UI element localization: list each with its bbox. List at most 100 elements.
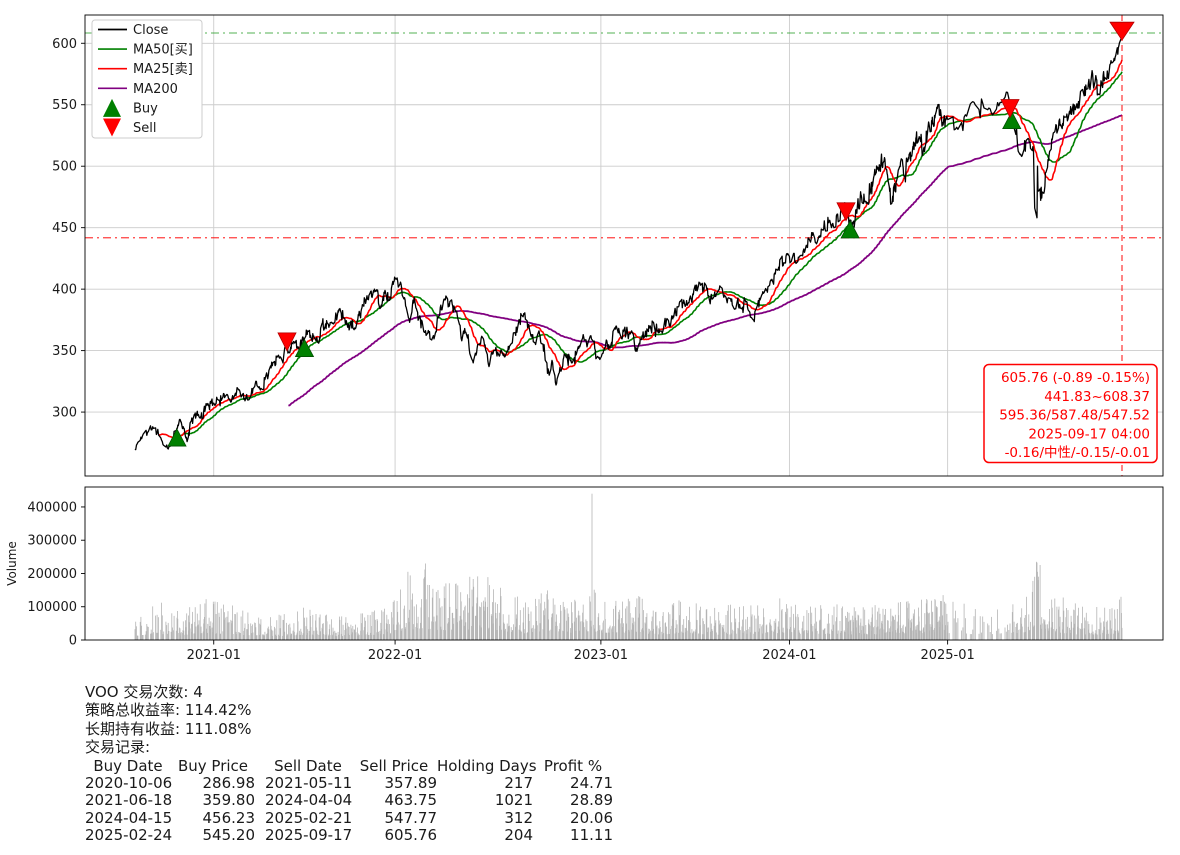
- buy-marker: [1002, 110, 1022, 130]
- price-tick-label: 300: [52, 406, 77, 421]
- trade-col-header: Sell Price: [359, 756, 429, 775]
- trade-cell: 1021: [494, 791, 533, 810]
- price-volume-chart: 300 350 400 450 500 550 600 0 100000 200000 300000…: [5, 14, 1164, 663]
- trade-cell: 359.80: [202, 791, 256, 810]
- date-tick-label: 2022-01: [368, 648, 422, 663]
- strategy-return-line: 策略总收益率: 114.42%: [85, 701, 252, 720]
- volume-tick-label: 200000: [27, 567, 77, 582]
- trade-col-header: Sell Date: [274, 756, 342, 775]
- buy-marker: [167, 428, 187, 447]
- hold-return-line: 长期持有收益: 111.08%: [85, 719, 252, 738]
- close-line: [134, 35, 1123, 451]
- price-tick-label: 500: [52, 160, 77, 175]
- trade-col-header: Buy Price: [177, 756, 249, 775]
- volume-tick-label: 0: [69, 634, 77, 649]
- trade-cell: 2021-05-11: [265, 774, 353, 793]
- price-tick-label: 400: [52, 283, 77, 298]
- trade-row: 2024-04-15 456.23 2025-02-21 547.77 312 20.06: [85, 808, 613, 827]
- trade-table-header: Buy Date Buy Price Sell Date Sell Price Hold…: [85, 756, 613, 775]
- quote-annotation: 605.76 (-0.89 -0.15%) 441.83~608.37 595.36…: [983, 363, 1158, 464]
- legend-buy-triangle-icon: [103, 98, 121, 117]
- legend: Close MA50[买] MA25[卖] MA200 Buy Sell: [91, 19, 203, 139]
- annotation-line: 2025-09-17 04:00: [1028, 426, 1150, 442]
- legend-item-label: Buy: [133, 101, 158, 116]
- chart-svg: 300 350 400 450 500 550 600 0 100000 200000 300000…: [5, 14, 1164, 663]
- trade-cell: 20.06: [570, 808, 613, 827]
- trade-cell: 28.89: [570, 791, 613, 810]
- legend-item: MA25[卖]: [98, 62, 193, 77]
- legend-item: Close: [98, 23, 168, 38]
- volume-tick-label: 300000: [27, 534, 77, 549]
- legend-item: Sell: [103, 118, 156, 137]
- sell-marker: [1000, 99, 1020, 119]
- gridlines: [85, 15, 1163, 476]
- trade-row: 2025-02-24 545.20 2025-09-17 605.76 204 11.11: [85, 826, 613, 845]
- price-tick-label: 550: [52, 98, 77, 113]
- legend-item-label: MA25[卖]: [133, 62, 193, 77]
- legend-item-label: MA50[买]: [133, 43, 193, 58]
- annotation-box: [983, 363, 1158, 464]
- trade-col-header: Holding Days: [437, 756, 537, 775]
- trade-cell: 605.76: [384, 826, 438, 845]
- strategy-report: VOO 交易次数: 4 策略总收益率: 114.42% 长期持有收益: 111.…: [85, 683, 613, 845]
- annotation-line: -0.16/中性/-0.15/-0.01: [1005, 445, 1150, 461]
- sell-marker: [836, 202, 856, 222]
- trade-cell: 2020-10-06: [85, 774, 173, 793]
- trade-cell: 2024-04-15: [85, 808, 173, 827]
- trade-cell: 11.11: [570, 826, 613, 845]
- sell-marker: [1109, 21, 1135, 41]
- volume-plot-border: [84, 486, 1164, 641]
- trade-cell: 286.98: [202, 774, 256, 793]
- trade-markers: [167, 21, 1135, 447]
- ma200-line: [288, 114, 1123, 407]
- legend-item-label: Sell: [133, 121, 156, 136]
- price-plot-border: [84, 14, 1164, 477]
- trade-cell: 2025-09-17: [265, 826, 353, 845]
- trade-cell: 217: [504, 774, 533, 793]
- trade-cell: 2025-02-21: [265, 808, 353, 827]
- ma25-line: [158, 59, 1123, 439]
- trade-cell: 463.75: [384, 791, 438, 810]
- trade-cell: 547.77: [384, 808, 438, 827]
- price-tick-label: 450: [52, 221, 77, 236]
- buy-marker: [294, 338, 315, 357]
- trade-cell: 2024-04-04: [265, 791, 353, 810]
- trade-table: Buy Date Buy Price Sell Date Sell Price Hold…: [85, 756, 613, 845]
- annotation-line: 605.76 (-0.89 -0.15%): [1001, 370, 1150, 386]
- records-label: 交易记录:: [85, 738, 151, 757]
- volume-bars: [134, 493, 1123, 641]
- trade-row: 2021-06-18 359.80 2024-04-04 463.75 1021 28.8…: [85, 791, 613, 810]
- trade-col-header: Buy Date: [93, 756, 163, 775]
- legend-item-label: MA200: [133, 82, 178, 97]
- trade-cell: 456.23: [202, 808, 256, 827]
- legend-item: Buy: [103, 98, 158, 117]
- sell-marker: [277, 332, 297, 352]
- trade-row: 2020-10-06 286.98 2021-05-11 357.89 217 24.71: [85, 774, 613, 793]
- trade-cell: 2021-06-18: [85, 791, 173, 810]
- price-tick-label: 600: [52, 37, 77, 52]
- date-tick-label: 2024-01: [762, 648, 816, 663]
- date-tick-label: 2025-01: [920, 648, 974, 663]
- annotation-line: 595.36/587.48/547.52: [999, 408, 1150, 424]
- annotation-line: 441.83~608.37: [1044, 389, 1150, 405]
- volume-tick-label: 400000: [27, 500, 77, 515]
- trade-cell: 24.71: [570, 774, 613, 793]
- volume-axis-label: Volume: [5, 541, 19, 586]
- trade-col-header: Profit %: [543, 756, 603, 775]
- buy-marker: [840, 220, 860, 239]
- trade-cell: 545.20: [202, 826, 256, 845]
- trade-cell: 2025-02-24: [85, 826, 173, 845]
- trade-cell: 357.89: [384, 774, 438, 793]
- date-tick-label: 2023-01: [574, 648, 628, 663]
- axis-labels: 300 350 400 450 500 550 600 0 100000 200000 300000…: [27, 37, 974, 663]
- legend-sell-triangle-icon: [103, 118, 121, 137]
- legend-item-label: Close: [133, 23, 168, 38]
- price-tick-label: 350: [52, 344, 77, 359]
- date-tick-label: 2021-01: [187, 648, 241, 663]
- trade-cell: 204: [504, 826, 533, 845]
- legend-item: MA200: [98, 82, 178, 97]
- trade-count-line: VOO 交易次数: 4: [85, 683, 203, 701]
- legend-item: MA50[买]: [98, 43, 193, 58]
- volume-tick-label: 100000: [27, 600, 77, 615]
- trade-cell: 312: [504, 808, 533, 827]
